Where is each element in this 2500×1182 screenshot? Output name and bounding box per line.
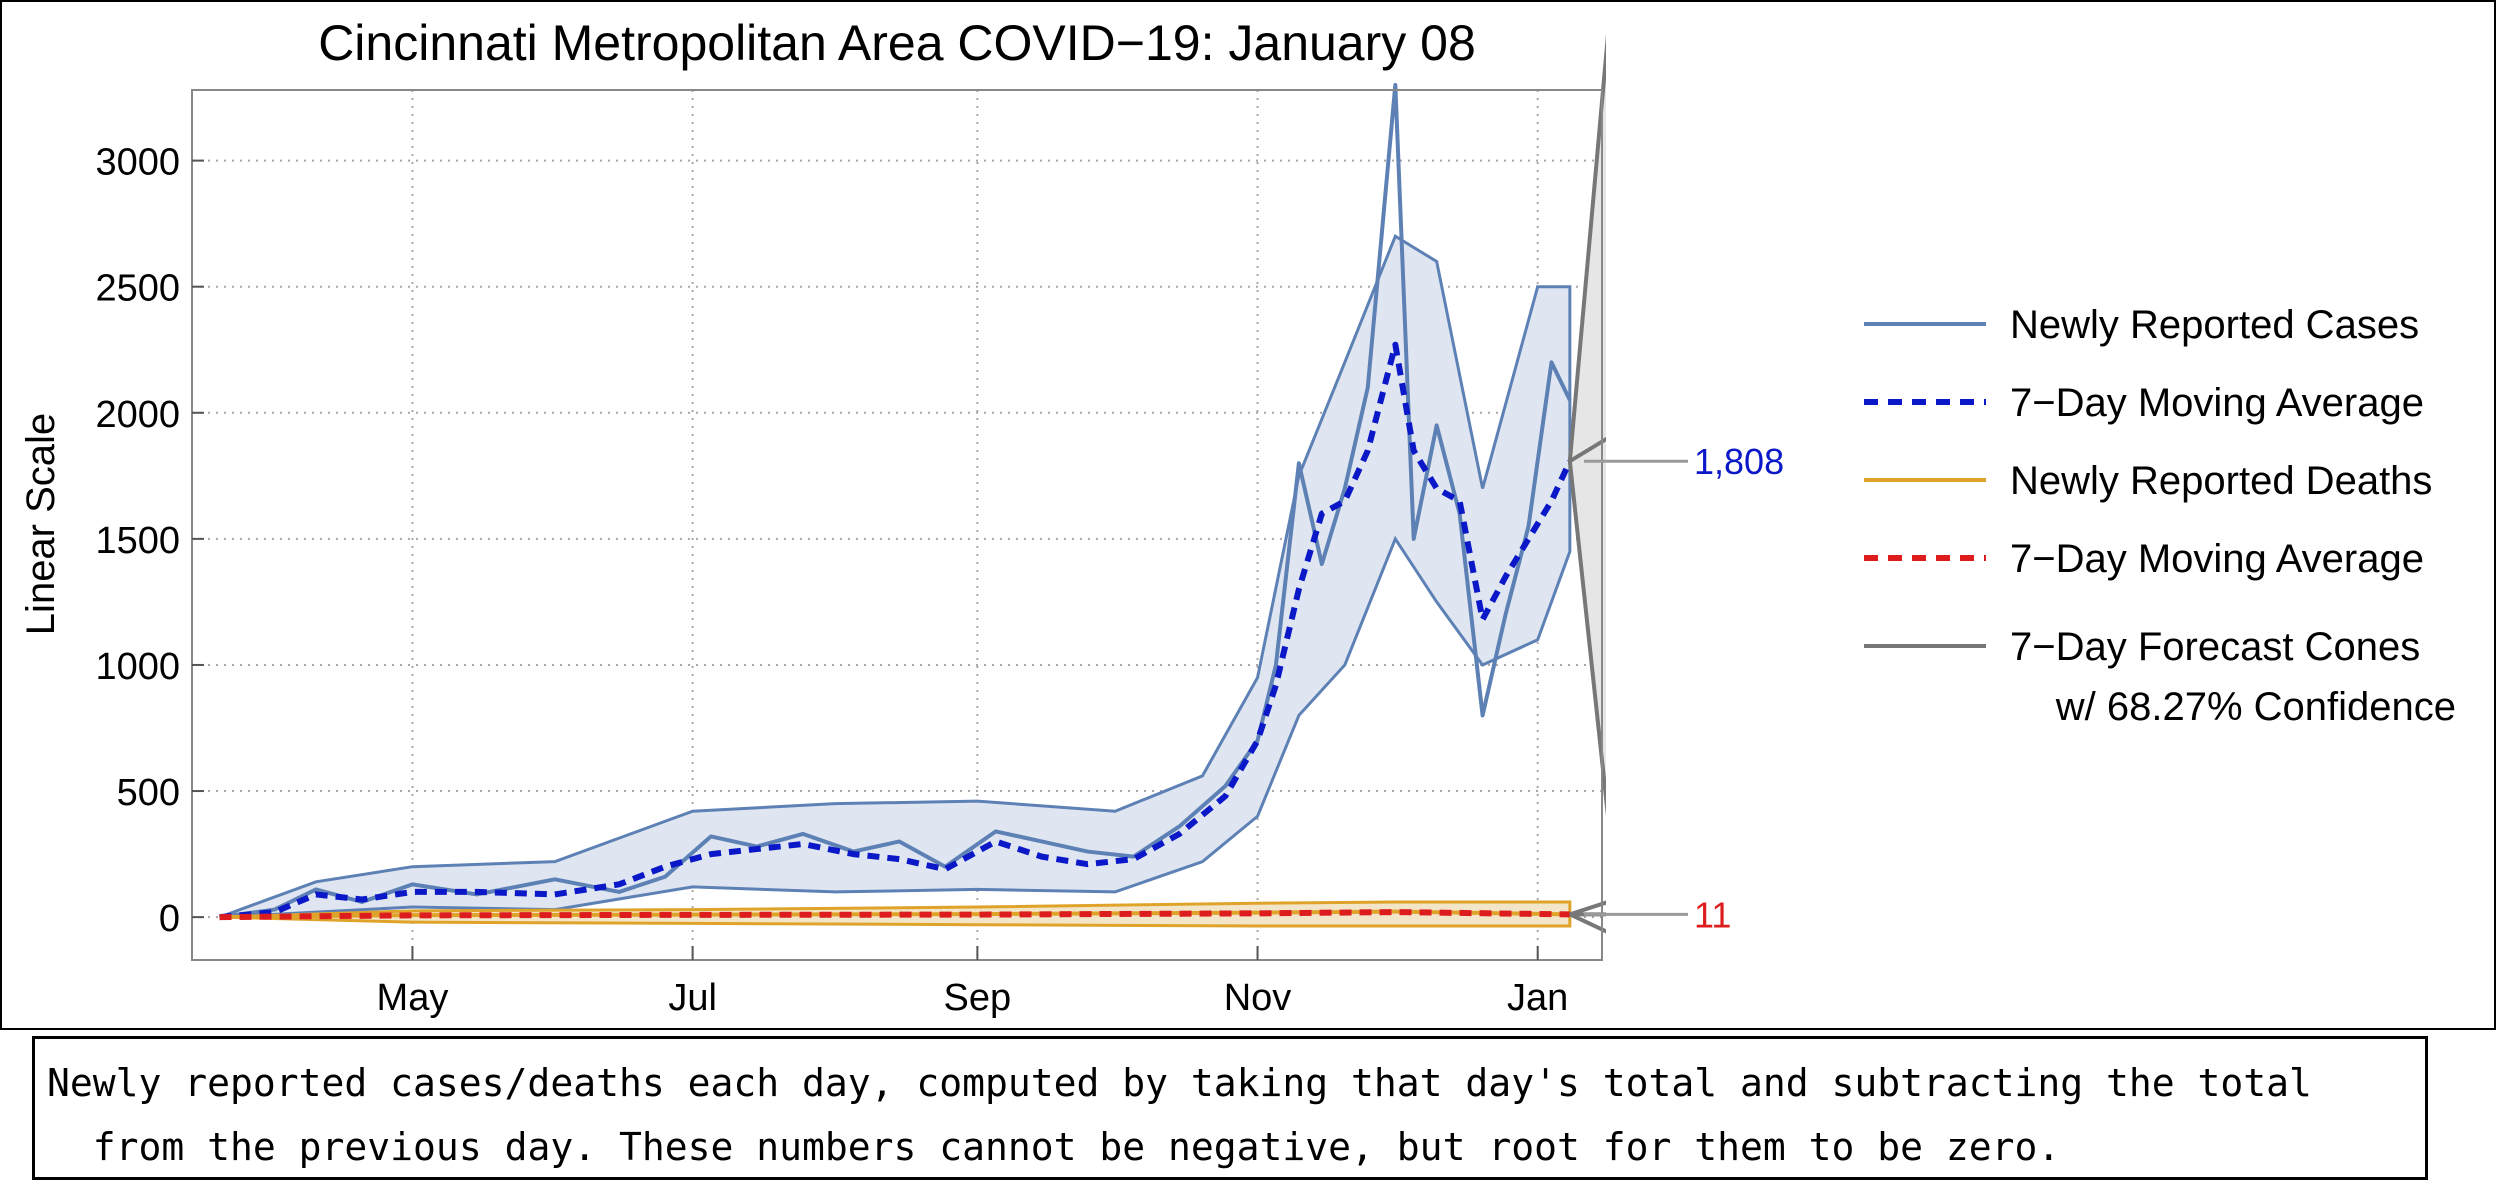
- deaths-line: [219, 909, 1570, 920]
- x-tick-label: Jan: [1507, 977, 1568, 1019]
- cases-average-line: [219, 341, 1573, 921]
- x-tick-label: Nov: [1224, 977, 1292, 1019]
- y-tick-label: 500: [117, 772, 180, 814]
- chart-title: Cincinnati Metropolitan Area COVID−19: J…: [318, 15, 1476, 71]
- x-tick-label: Jul: [668, 977, 717, 1019]
- legend-label-forecast-line2: w/ 68.27% Confidence: [2055, 685, 2456, 729]
- cases-band: [219, 234, 1572, 919]
- legend-label-cases: Newly Reported Cases: [2010, 303, 2419, 347]
- plot-data: [219, 34, 1606, 934]
- covid-chart: 0 500 1000 1500 2000 2500 3000 May Jul Sep Nov Jan C…: [19, 15, 2456, 1019]
- legend-label-cases_avg: 7−Day Moving Average: [2010, 381, 2424, 425]
- y-tick-label: 2500: [95, 268, 180, 310]
- chart-frame: 0 500 1000 1500 2000 2500 3000 May Jul Sep Nov Jan C…: [0, 0, 2496, 1030]
- x-tick-label: Sep: [944, 977, 1012, 1019]
- x-tick-label: May: [377, 977, 449, 1019]
- y-tick-label: 2000: [95, 394, 180, 436]
- cases-forecast-cone: [1569, 56, 1606, 798]
- y-tick-label: 1500: [95, 520, 180, 562]
- y-tick-label: 3000: [95, 142, 180, 184]
- y-tick-label: 1000: [95, 646, 180, 688]
- caption-box: Newly reported cases/deaths each day, co…: [32, 1036, 2428, 1180]
- caption-text: Newly reported cases/deaths each day, co…: [47, 1061, 2312, 1169]
- annotation-label-cases: 1,808: [1694, 441, 1784, 482]
- annotation-label-deaths: 11: [1694, 894, 1731, 935]
- legend-label-deaths: Newly Reported Deaths: [2010, 459, 2432, 503]
- legend-label-forecast: 7−Day Forecast Cones: [2010, 625, 2420, 669]
- y-tick-label: 0: [159, 898, 180, 940]
- legend-label-deaths_avg: 7−Day Moving Average: [2010, 537, 2424, 581]
- cases-line: [219, 82, 1572, 920]
- y-axis-label: Linear Scale: [19, 413, 63, 635]
- plot-frame: [191, 89, 1603, 961]
